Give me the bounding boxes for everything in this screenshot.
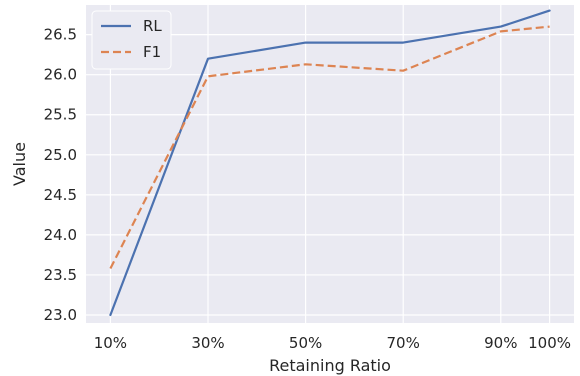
y-tick-label: 23.5 xyxy=(44,266,77,284)
x-tick-label: 90% xyxy=(484,334,517,352)
legend-label-f1: F1 xyxy=(143,43,161,61)
grid-lines xyxy=(86,5,574,323)
legend-label-rl: RL xyxy=(143,17,162,35)
x-tick-label: 50% xyxy=(289,334,322,352)
y-tick-label: 24.5 xyxy=(44,186,77,204)
x-tick-label: 70% xyxy=(387,334,420,352)
x-tick-label: 100% xyxy=(528,334,571,352)
y-tick-label: 23.0 xyxy=(44,306,77,324)
y-tick-label: 24.0 xyxy=(44,226,77,244)
y-tick-label: 25.5 xyxy=(44,106,77,124)
series-line-f1 xyxy=(109,25,550,269)
y-tick-label: 26.5 xyxy=(44,26,77,44)
series-group xyxy=(109,9,551,317)
x-tick-labels: 10% 30% 50% 70% 90% 100% xyxy=(94,334,571,352)
y-tick-label: 26.0 xyxy=(44,66,77,84)
x-tick-label: 10% xyxy=(94,334,127,352)
y-axis-label: Value xyxy=(10,142,29,186)
y-tick-label: 25.0 xyxy=(44,146,77,164)
x-tick-label: 30% xyxy=(191,334,224,352)
y-tick-labels: 23.0 23.5 24.0 24.5 25.0 25.5 26.0 26.5 xyxy=(44,26,77,324)
x-axis-label: Retaining Ratio xyxy=(269,356,391,375)
series-line-rl xyxy=(109,9,551,317)
legend: RL F1 xyxy=(91,10,172,70)
